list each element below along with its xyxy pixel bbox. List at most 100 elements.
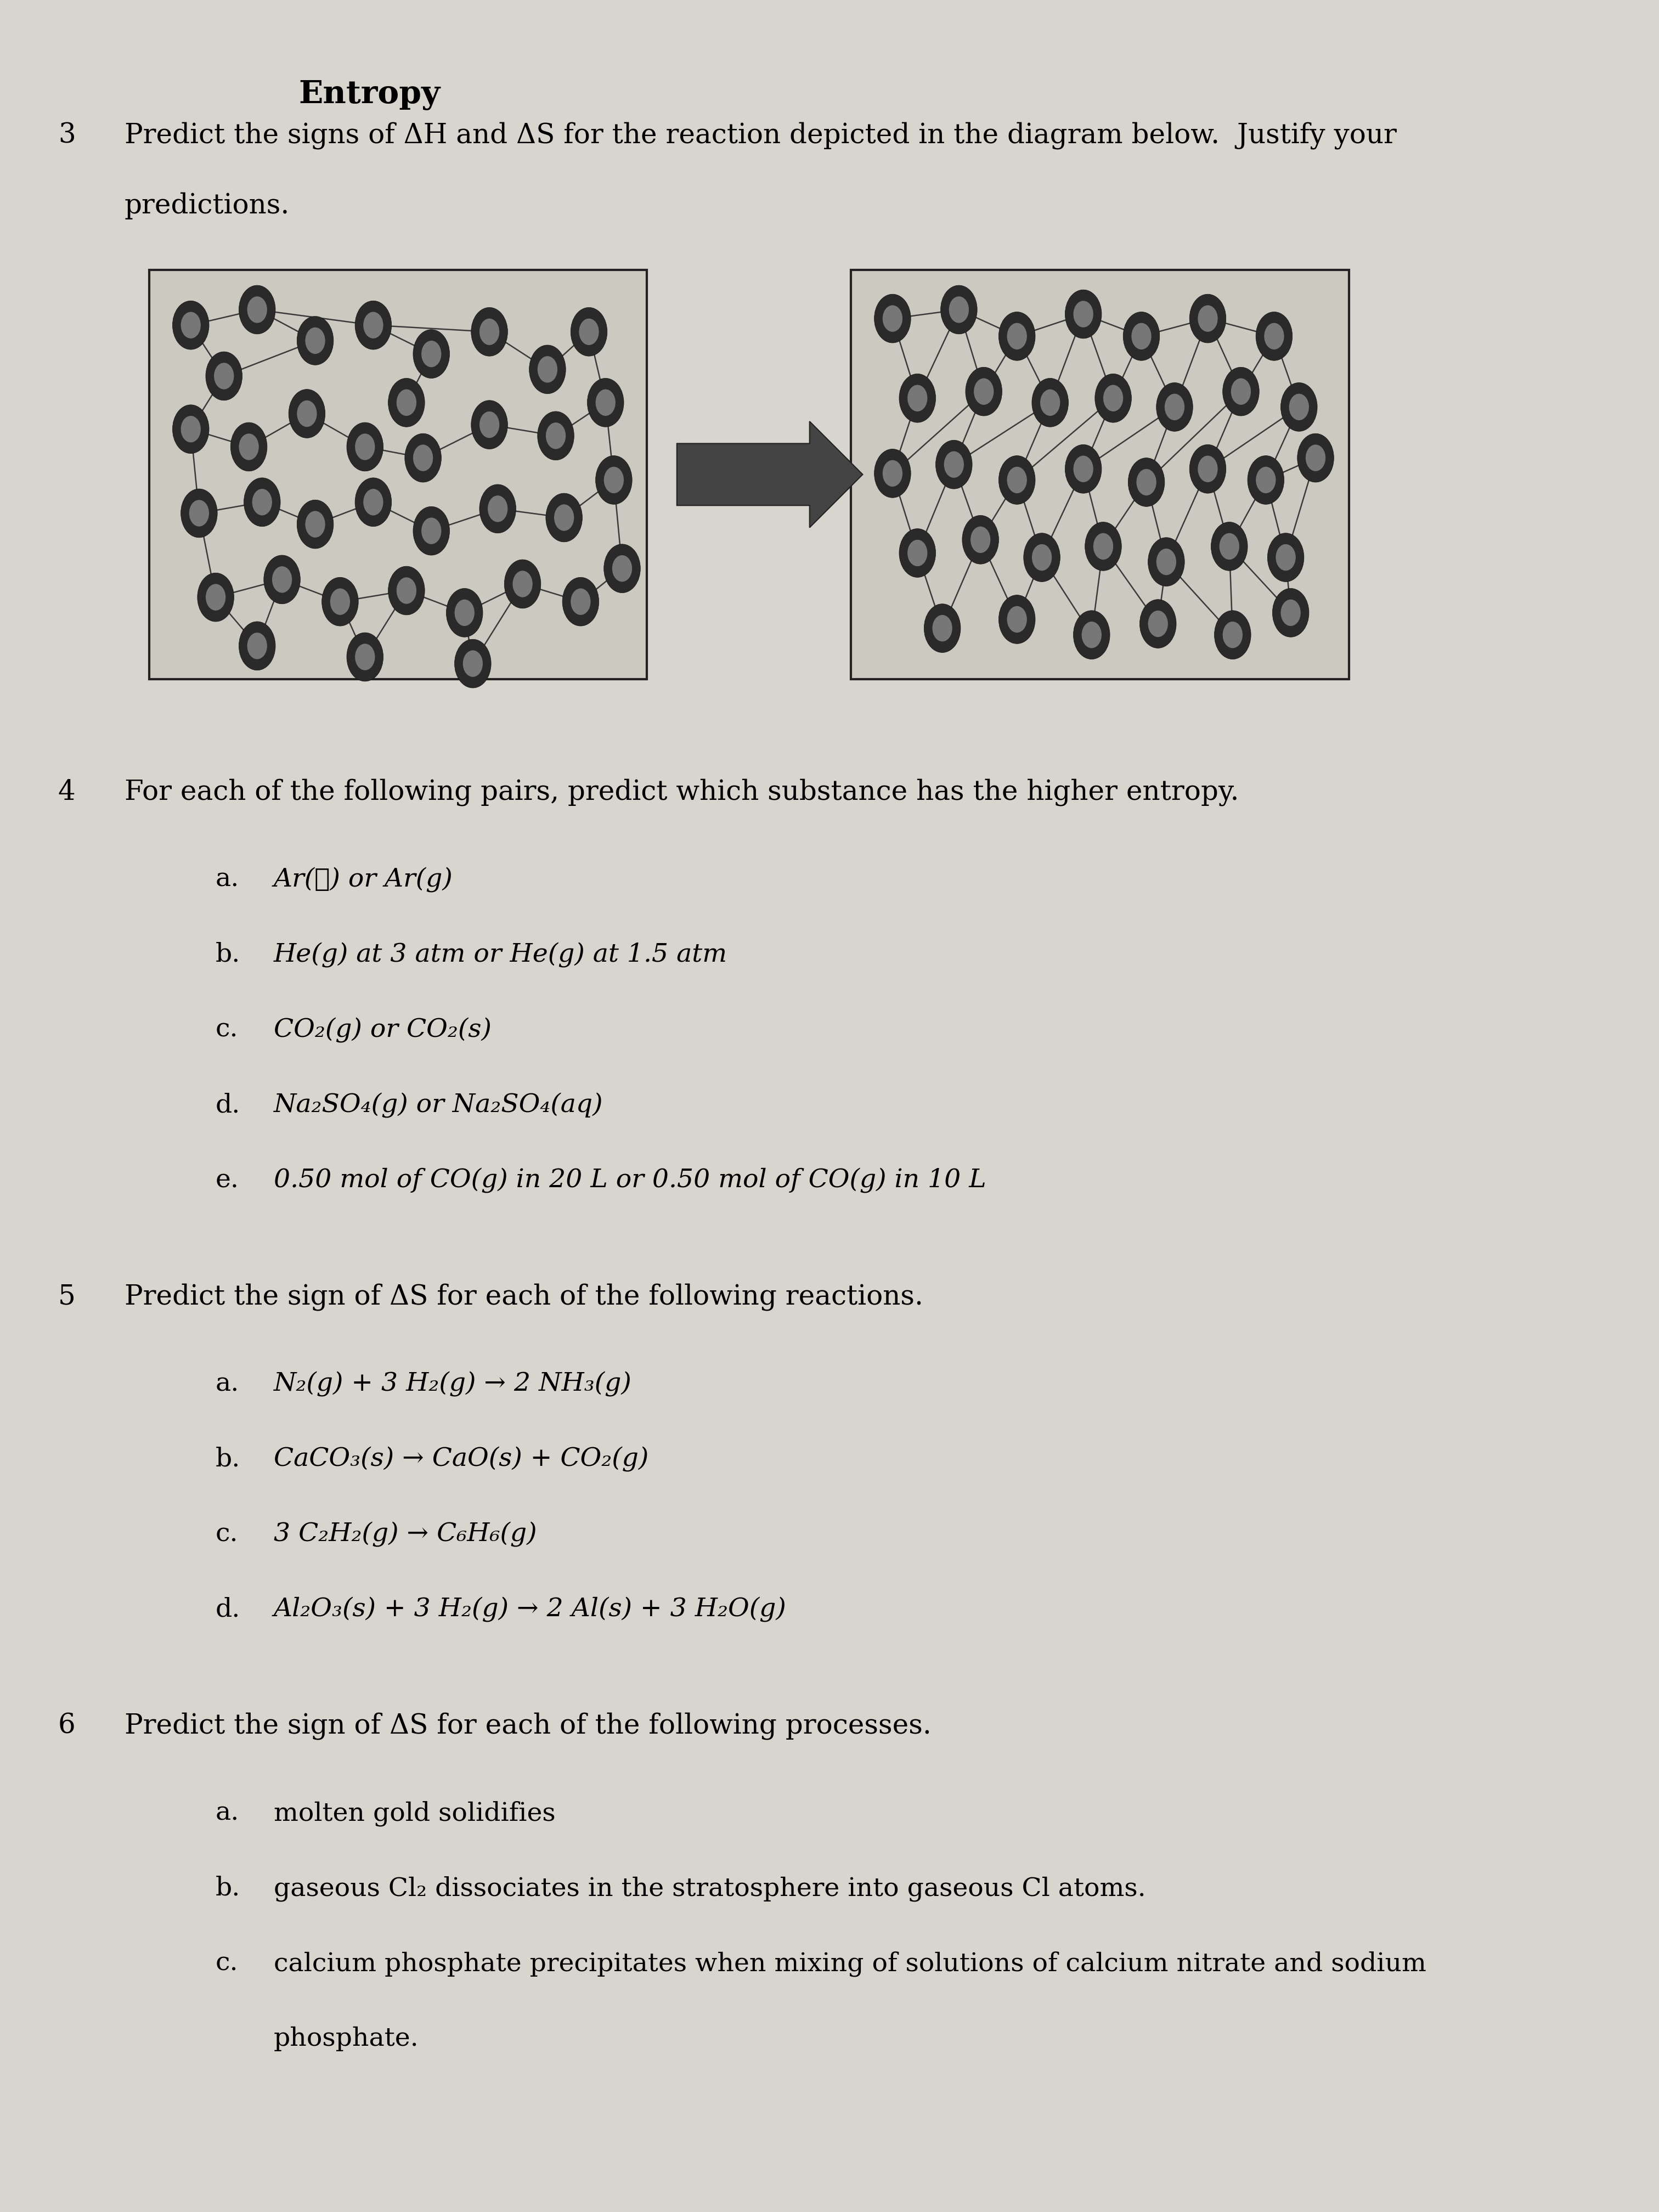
Text: 4: 4: [58, 779, 75, 805]
Circle shape: [181, 312, 201, 338]
Circle shape: [907, 385, 927, 411]
Circle shape: [932, 615, 952, 641]
Circle shape: [529, 345, 566, 394]
Circle shape: [966, 367, 1002, 416]
Text: a.: a.: [216, 1801, 239, 1825]
Text: a.: a.: [216, 867, 239, 891]
Circle shape: [1223, 622, 1243, 648]
Circle shape: [883, 305, 902, 332]
Circle shape: [479, 484, 516, 533]
Circle shape: [504, 560, 541, 608]
Circle shape: [999, 312, 1035, 361]
Text: Ar(ℓ) or Ar(g): Ar(ℓ) or Ar(g): [274, 867, 453, 891]
Text: e.: e.: [216, 1168, 239, 1192]
Circle shape: [272, 566, 292, 593]
Circle shape: [363, 312, 383, 338]
Circle shape: [587, 378, 624, 427]
Circle shape: [1032, 378, 1068, 427]
Circle shape: [471, 307, 508, 356]
Circle shape: [1156, 383, 1193, 431]
Circle shape: [189, 500, 209, 526]
Circle shape: [347, 422, 383, 471]
Circle shape: [562, 577, 599, 626]
Circle shape: [446, 588, 483, 637]
Text: Entropy: Entropy: [299, 80, 440, 111]
Circle shape: [421, 341, 441, 367]
Circle shape: [1223, 367, 1259, 416]
Text: For each of the following pairs, predict which substance has the higher entropy.: For each of the following pairs, predict…: [124, 779, 1239, 805]
Circle shape: [1256, 312, 1292, 361]
Circle shape: [1140, 599, 1176, 648]
Text: d.: d.: [216, 1597, 241, 1621]
Circle shape: [579, 319, 599, 345]
Circle shape: [347, 633, 383, 681]
Circle shape: [883, 460, 902, 487]
Circle shape: [899, 374, 936, 422]
Circle shape: [405, 434, 441, 482]
Text: N₂(g) + 3 H₂(g) → 2 NH₃(g): N₂(g) + 3 H₂(g) → 2 NH₃(g): [274, 1371, 632, 1396]
Circle shape: [1123, 312, 1160, 361]
Text: Al₂O₃(s) + 3 H₂(g) → 2 Al(s) + 3 H₂O(g): Al₂O₃(s) + 3 H₂(g) → 2 Al(s) + 3 H₂O(g): [274, 1597, 786, 1621]
Circle shape: [1165, 394, 1185, 420]
Circle shape: [322, 577, 358, 626]
Text: calcium phosphate precipitates when mixing of solutions of calcium nitrate and s: calcium phosphate precipitates when mixi…: [274, 1951, 1427, 1978]
Circle shape: [1148, 611, 1168, 637]
Circle shape: [252, 489, 272, 515]
Circle shape: [173, 405, 209, 453]
Circle shape: [413, 330, 450, 378]
Circle shape: [1198, 305, 1218, 332]
Circle shape: [1082, 622, 1102, 648]
Bar: [851, 270, 1349, 679]
Circle shape: [1007, 467, 1027, 493]
Circle shape: [247, 633, 267, 659]
Circle shape: [247, 296, 267, 323]
Text: b.: b.: [216, 1447, 241, 1471]
Circle shape: [874, 294, 911, 343]
Circle shape: [214, 363, 234, 389]
Text: Na₂SO₄(g) or Na₂SO₄(aq): Na₂SO₄(g) or Na₂SO₄(aq): [274, 1093, 604, 1117]
Text: CO₂(g) or CO₂(s): CO₂(g) or CO₂(s): [274, 1018, 491, 1042]
Text: c.: c.: [216, 1522, 239, 1546]
Circle shape: [1007, 606, 1027, 633]
Circle shape: [1073, 456, 1093, 482]
Circle shape: [1297, 434, 1334, 482]
Text: gaseous Cl₂ dissociates in the stratosphere into gaseous Cl atoms.: gaseous Cl₂ dissociates in the stratosph…: [274, 1876, 1146, 1902]
Circle shape: [397, 389, 416, 416]
Circle shape: [1214, 611, 1251, 659]
Circle shape: [206, 352, 242, 400]
Circle shape: [604, 467, 624, 493]
Circle shape: [297, 316, 333, 365]
Circle shape: [421, 518, 441, 544]
Text: c.: c.: [216, 1018, 239, 1042]
Circle shape: [479, 411, 499, 438]
Circle shape: [289, 389, 325, 438]
Circle shape: [363, 489, 383, 515]
Text: molten gold solidifies: molten gold solidifies: [274, 1801, 556, 1827]
Circle shape: [355, 434, 375, 460]
Circle shape: [1281, 383, 1317, 431]
Circle shape: [1256, 467, 1276, 493]
Circle shape: [388, 566, 425, 615]
Circle shape: [1131, 323, 1151, 349]
Bar: [149, 270, 647, 679]
Circle shape: [1289, 394, 1309, 420]
Circle shape: [397, 577, 416, 604]
Circle shape: [1073, 301, 1093, 327]
Circle shape: [413, 445, 433, 471]
Circle shape: [1156, 549, 1176, 575]
Text: He(g) at 3 atm or He(g) at 1.5 atm: He(g) at 3 atm or He(g) at 1.5 atm: [274, 942, 727, 967]
Circle shape: [941, 285, 977, 334]
Text: d.: d.: [216, 1093, 241, 1117]
Circle shape: [571, 588, 591, 615]
Circle shape: [874, 449, 911, 498]
Circle shape: [1198, 456, 1218, 482]
Circle shape: [413, 507, 450, 555]
Circle shape: [1211, 522, 1248, 571]
Circle shape: [239, 434, 259, 460]
Circle shape: [1136, 469, 1156, 495]
Circle shape: [330, 588, 350, 615]
Circle shape: [999, 595, 1035, 644]
Circle shape: [1248, 456, 1284, 504]
Circle shape: [206, 584, 226, 611]
Circle shape: [1272, 588, 1309, 637]
